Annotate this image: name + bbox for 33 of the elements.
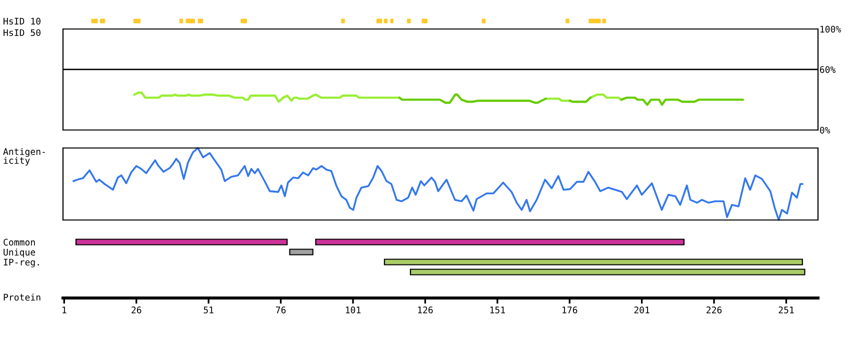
bar bbox=[341, 18, 345, 24]
bar bbox=[289, 248, 314, 256]
bar bbox=[315, 238, 685, 246]
y-axis-title: HsID 50 bbox=[4, 29, 40, 36]
bar bbox=[422, 18, 428, 24]
y-tick-label: IP-reg. bbox=[4, 258, 39, 268]
y-tick-label: 0% bbox=[820, 126, 830, 134]
x-tick-label: 26 bbox=[132, 306, 142, 314]
x-tick-label: 176 bbox=[562, 306, 578, 314]
x-tick-label: 101 bbox=[346, 306, 361, 314]
x-tick-label: 1 bbox=[62, 306, 66, 314]
y-tick-label: 60% bbox=[820, 66, 836, 73]
bar bbox=[133, 18, 140, 24]
x-tick-label: 251 bbox=[778, 306, 794, 314]
x-tick-label: 51 bbox=[204, 306, 214, 314]
bar bbox=[566, 18, 570, 24]
bar bbox=[390, 18, 394, 24]
bar bbox=[406, 18, 411, 24]
x-axis-title: Protein bbox=[4, 294, 40, 301]
y-axis-title: Antigen- icity bbox=[3, 148, 45, 166]
x-tick-label: 201 bbox=[634, 306, 650, 314]
y-tick-label: Common bbox=[4, 238, 35, 246]
bar bbox=[410, 268, 806, 276]
y-tick-label: Unique bbox=[4, 248, 36, 258]
x-tick-label: 226 bbox=[706, 306, 722, 314]
x-tick-label: 151 bbox=[490, 306, 505, 314]
bar bbox=[75, 238, 288, 246]
bar bbox=[240, 18, 247, 24]
y-tick-label: 100% bbox=[820, 26, 841, 33]
x-tick-label: 126 bbox=[418, 306, 433, 314]
x-tick-label: 76 bbox=[276, 306, 286, 314]
bar bbox=[384, 258, 803, 266]
y-tick-label: HsID 10 bbox=[4, 18, 40, 25]
